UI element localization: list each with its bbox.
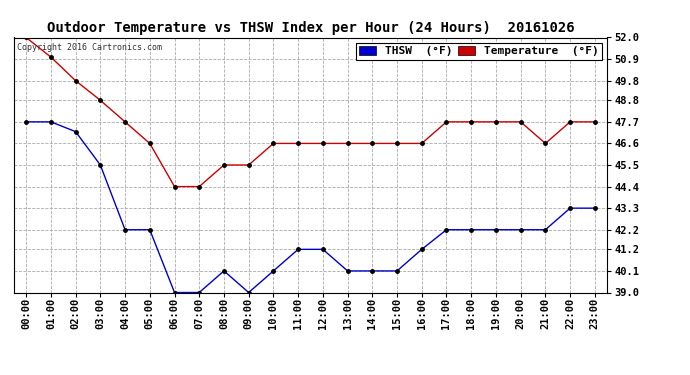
Legend: THSW  (°F), Temperature  (°F): THSW (°F), Temperature (°F) — [356, 43, 602, 60]
Text: Copyright 2016 Cartronics.com: Copyright 2016 Cartronics.com — [17, 43, 161, 52]
Title: Outdoor Temperature vs THSW Index per Hour (24 Hours)  20161026: Outdoor Temperature vs THSW Index per Ho… — [47, 21, 574, 35]
